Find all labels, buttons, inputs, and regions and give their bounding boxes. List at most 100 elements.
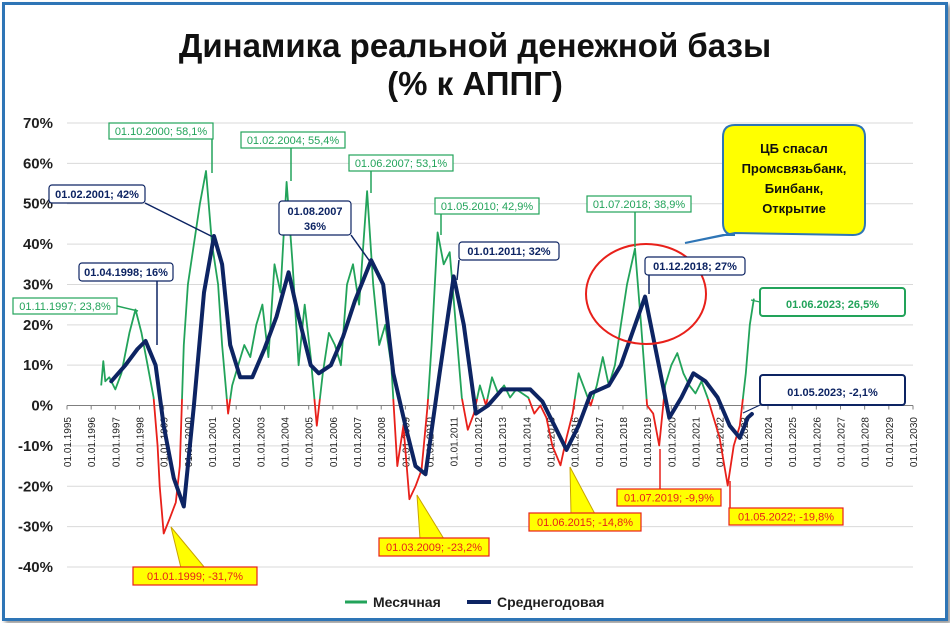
annotation-label: 01.08.2007 36%: [278, 200, 372, 264]
x-tick-label: 01.01.2018: [619, 417, 630, 467]
y-tick-label: 20%: [23, 317, 53, 334]
annotation-text: 01.07.2019; -9,9%: [624, 493, 714, 505]
y-tick-label: -20%: [18, 478, 53, 495]
x-tick-label: 01.01.2009: [401, 417, 412, 467]
annotation-label: 01.02.2004; 55,4%: [240, 131, 346, 181]
annotations: 01.10.2000; 58,1% 01.02.2004; 55,4% 01.06.…: [12, 122, 906, 586]
y-tick-label: -10%: [18, 438, 53, 455]
annotation-label: 01.07.2018; 38,9%: [586, 195, 692, 247]
annotation-label: 01.06.2023; 26,5%: [750, 287, 906, 317]
annotation-label: 01.06.2007; 53,1%: [348, 154, 454, 193]
x-tick-label: 01.01.2007: [353, 417, 364, 467]
x-tick-label: 01.01.2025: [788, 417, 799, 467]
x-tick-label: 01.01.2027: [836, 417, 847, 467]
annotation-text: 01.12.2018; 27%: [653, 261, 737, 273]
annotation-text: 01.02.2004; 55,4%: [247, 135, 340, 147]
annotation-label: 01.05.2022; -19,8%: [728, 481, 844, 526]
x-tick-label: 01.01.2028: [861, 417, 872, 467]
x-tick-label: 01.01.2014: [522, 417, 533, 467]
x-tick-label: 01.01.2008: [377, 417, 388, 467]
x-tick-label: 01.01.2030: [909, 417, 920, 467]
annotation-label: 01.07.2019; -9,9%: [616, 449, 722, 507]
legend-label-annual: Среднегодовая: [497, 594, 604, 610]
x-tick-label: 01.01.2002: [232, 417, 243, 467]
x-tick-label: 01.01.1997: [111, 417, 122, 467]
y-axis-ticks: 70% 60% 50% 40% 30% 20% 10% 0% -10% -20% -30% -40%: [18, 115, 53, 576]
y-tick-label: -40%: [18, 559, 53, 576]
x-tick-label: 01.01.2021: [691, 417, 702, 467]
annotation-label: 01.10.2000; 58,1%: [108, 122, 214, 173]
x-tick-label: 01.01.2013: [498, 417, 509, 467]
x-tick-label: 01.01.2003: [256, 417, 267, 467]
y-tick-label: 70%: [23, 115, 53, 132]
highlight-circle: [585, 243, 707, 345]
annotation-text: 01.05.2010; 42,9%: [441, 201, 534, 213]
annotation-label: 01.11.1997; 23,8%: [12, 297, 139, 315]
annotation-label: 01.12.2018; 27%: [644, 256, 746, 294]
callout-bubble-line-2: Промсвязьбанк,: [742, 161, 847, 176]
annotation-label: 01.06.2015; -14,8%: [528, 466, 642, 532]
x-tick-label: 01.01.1998: [136, 417, 147, 467]
x-tick-label: 01.01.2004: [281, 417, 292, 467]
annotation-label: 01.01.1999; -31,7%: [132, 526, 258, 586]
x-tick-label: 01.01.2029: [885, 417, 896, 467]
y-tick-label: 0%: [31, 398, 53, 415]
annotation-text: 01.06.2015; -14,8%: [537, 517, 633, 529]
series-line-annual: [109, 234, 754, 509]
x-tick-label: 01.01.2006: [329, 417, 340, 467]
annotation-text: 01.05.2023; -2,1%: [787, 387, 878, 399]
series-monthly-positive: [100, 170, 755, 399]
x-tick-label: 01.01.1996: [87, 417, 98, 467]
legend: Месячная Среднегодовая: [345, 594, 604, 610]
callout-bubble-line-1: ЦБ спасал: [760, 141, 828, 156]
x-tick-label: 01.01.2012: [474, 417, 485, 467]
callout-bubble-line-4: Открытие: [762, 201, 826, 216]
series-line-monthly-negative: [152, 399, 744, 535]
callout-bubble-line-3: Бинбанк,: [765, 181, 823, 196]
annotation-text: 01.06.2007; 53,1%: [355, 158, 448, 170]
series-line-monthly: [100, 170, 755, 399]
y-tick-label: 40%: [23, 236, 53, 253]
annotation-text: 01.07.2018; 38,9%: [593, 199, 686, 211]
x-tick-label: 01.01.2017: [595, 417, 606, 467]
x-tick-label: 01.01.1995: [63, 417, 74, 467]
annotation-text: 01.01.1999; -31,7%: [147, 571, 243, 583]
y-tick-label: 50%: [23, 196, 53, 213]
y-tick-label: 60%: [23, 155, 53, 172]
annotation-label: 01.01.2011; 32%: [456, 241, 560, 281]
x-tick-label: 01.01.2016: [571, 417, 582, 467]
x-tick-label: 01.01.2026: [812, 417, 823, 467]
annotation-text: 01.11.1997; 23,8%: [19, 301, 111, 313]
x-tick-label: 01.01.2020: [667, 417, 678, 467]
series-monthly-negative: [152, 399, 744, 535]
chart: Динамика реальной денежной базы (% к АПП…: [12, 27, 920, 610]
annotation-label: 01.05.2010; 42,9%: [434, 197, 540, 235]
chart-title: Динамика реальной денежной базы: [179, 27, 771, 64]
annotation-text: 01.01.2011; 32%: [467, 246, 550, 258]
x-tick-label: 01.01.2001: [208, 417, 219, 467]
callout-bubble: [684, 124, 866, 244]
annotation-text: 36%: [304, 221, 326, 233]
y-tick-label: -30%: [18, 519, 53, 536]
y-tick-label: 10%: [23, 357, 53, 374]
x-tick-label: 01.01.2019: [643, 417, 654, 467]
annotation-text: 01.02.2001; 42%: [55, 189, 139, 201]
chart-subtitle: (% к АППГ): [387, 65, 563, 102]
x-tick-label: 01.01.2011: [450, 417, 461, 467]
annotation-label: 01.05.2023; -2,1%: [742, 374, 906, 414]
x-tick-label: 01.01.2024: [764, 417, 775, 467]
annotation-text: 01.06.2023; 26,5%: [786, 299, 879, 311]
legend-label-monthly: Месячная: [373, 594, 441, 610]
x-tick-label: 01.01.2023: [740, 417, 751, 467]
annotation-text: 01.08.2007: [287, 206, 342, 218]
annotation-text: 01.05.2022; -19,8%: [738, 512, 834, 524]
y-tick-label: 30%: [23, 276, 53, 293]
annotation-text: 01.03.2009; -23,2%: [386, 542, 482, 554]
annotation-text: 01.10.2000; 58,1%: [115, 126, 208, 138]
series-annual: [109, 234, 754, 509]
annotation-label: 01.02.2001; 42%: [48, 184, 216, 239]
x-tick-label: 01.01.2005: [305, 417, 316, 467]
annotation-label: 01.03.2009; -23,2%: [378, 494, 490, 557]
annotation-text: 01.04.1998; 16%: [84, 267, 168, 279]
